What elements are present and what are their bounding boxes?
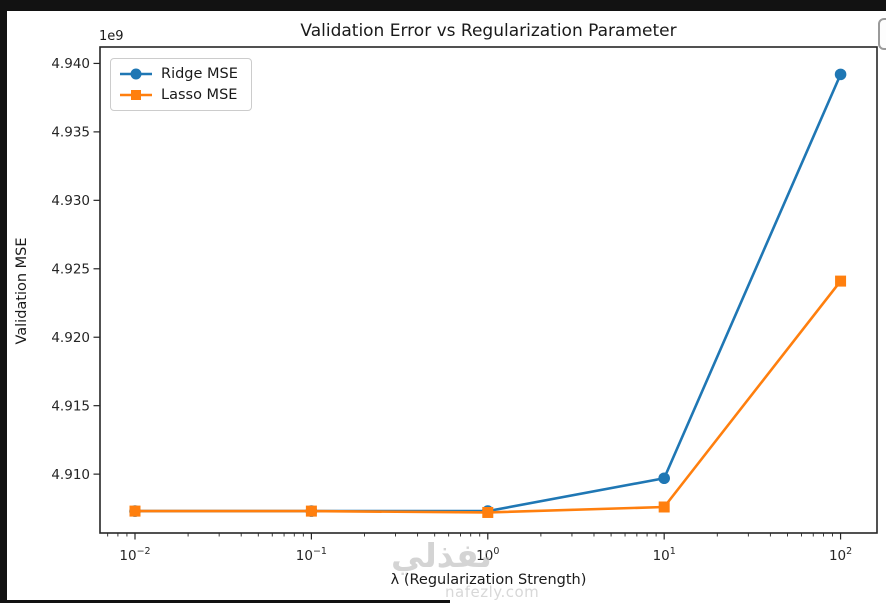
legend-entry-lasso-mse: Lasso MSE (119, 87, 238, 103)
y-axis-offset-label: 1e9 (99, 29, 124, 44)
y-tick-label: 4.930 (51, 193, 90, 209)
ridge-mse-legend-swatch (120, 68, 152, 80)
plot-spines (99, 46, 878, 534)
legend-label: Ridge MSE (161, 66, 238, 82)
x-tick-label: 102 (829, 546, 852, 564)
lasso-mse-legend-swatch (120, 90, 152, 100)
legend: Ridge MSE Lasso MSE (110, 58, 252, 111)
window-frame-left (0, 0, 7, 603)
y-tick-label: 4.920 (51, 330, 90, 346)
partial-overlay-button[interactable] (878, 18, 886, 50)
y-tick-label: 4.940 (51, 56, 90, 72)
ridge-mse-marker (658, 472, 670, 485)
x-axis-label: λ (Regularization Strength) (390, 572, 587, 588)
lasso-mse-marker (305, 505, 317, 517)
ridge-mse-marker (834, 68, 847, 81)
lasso-mse-series (129, 275, 847, 518)
chart-title: Validation Error vs Regularization Param… (300, 21, 677, 41)
x-tick-label: 10−1 (296, 546, 327, 564)
x-axis-ticks: 10−2 10−1 100 101 102 (119, 533, 852, 564)
x-tick-label: 100 (476, 546, 499, 564)
x-tick-label: 10−2 (119, 546, 150, 564)
ridge-mse-series (129, 68, 847, 517)
lasso-mse-marker (835, 275, 847, 287)
y-tick-label: 4.925 (51, 262, 90, 278)
window-frame-top (0, 0, 886, 11)
lasso-mse-marker-icon (131, 90, 141, 100)
ridge-mse-marker-icon (130, 68, 142, 80)
y-tick-label: 4.910 (51, 467, 90, 483)
y-tick-label: 4.935 (51, 125, 90, 141)
legend-entry-ridge-mse: Ridge MSE (119, 66, 238, 82)
x-tick-label: 101 (653, 546, 676, 564)
y-axis-ticks: 4.940 4.935 4.930 4.925 4.920 4.915 4.910 (51, 56, 100, 483)
lasso-mse-marker (482, 506, 494, 518)
lasso-mse-marker (658, 501, 670, 513)
watermark-url: nafezly.com (445, 583, 540, 601)
lasso-mse-marker (129, 505, 141, 517)
y-tick-label: 4.915 (51, 398, 90, 414)
watermark-arabic: نفذلي (391, 536, 492, 575)
legend-label: Lasso MSE (161, 87, 238, 103)
window-frame-bottom (0, 600, 450, 603)
